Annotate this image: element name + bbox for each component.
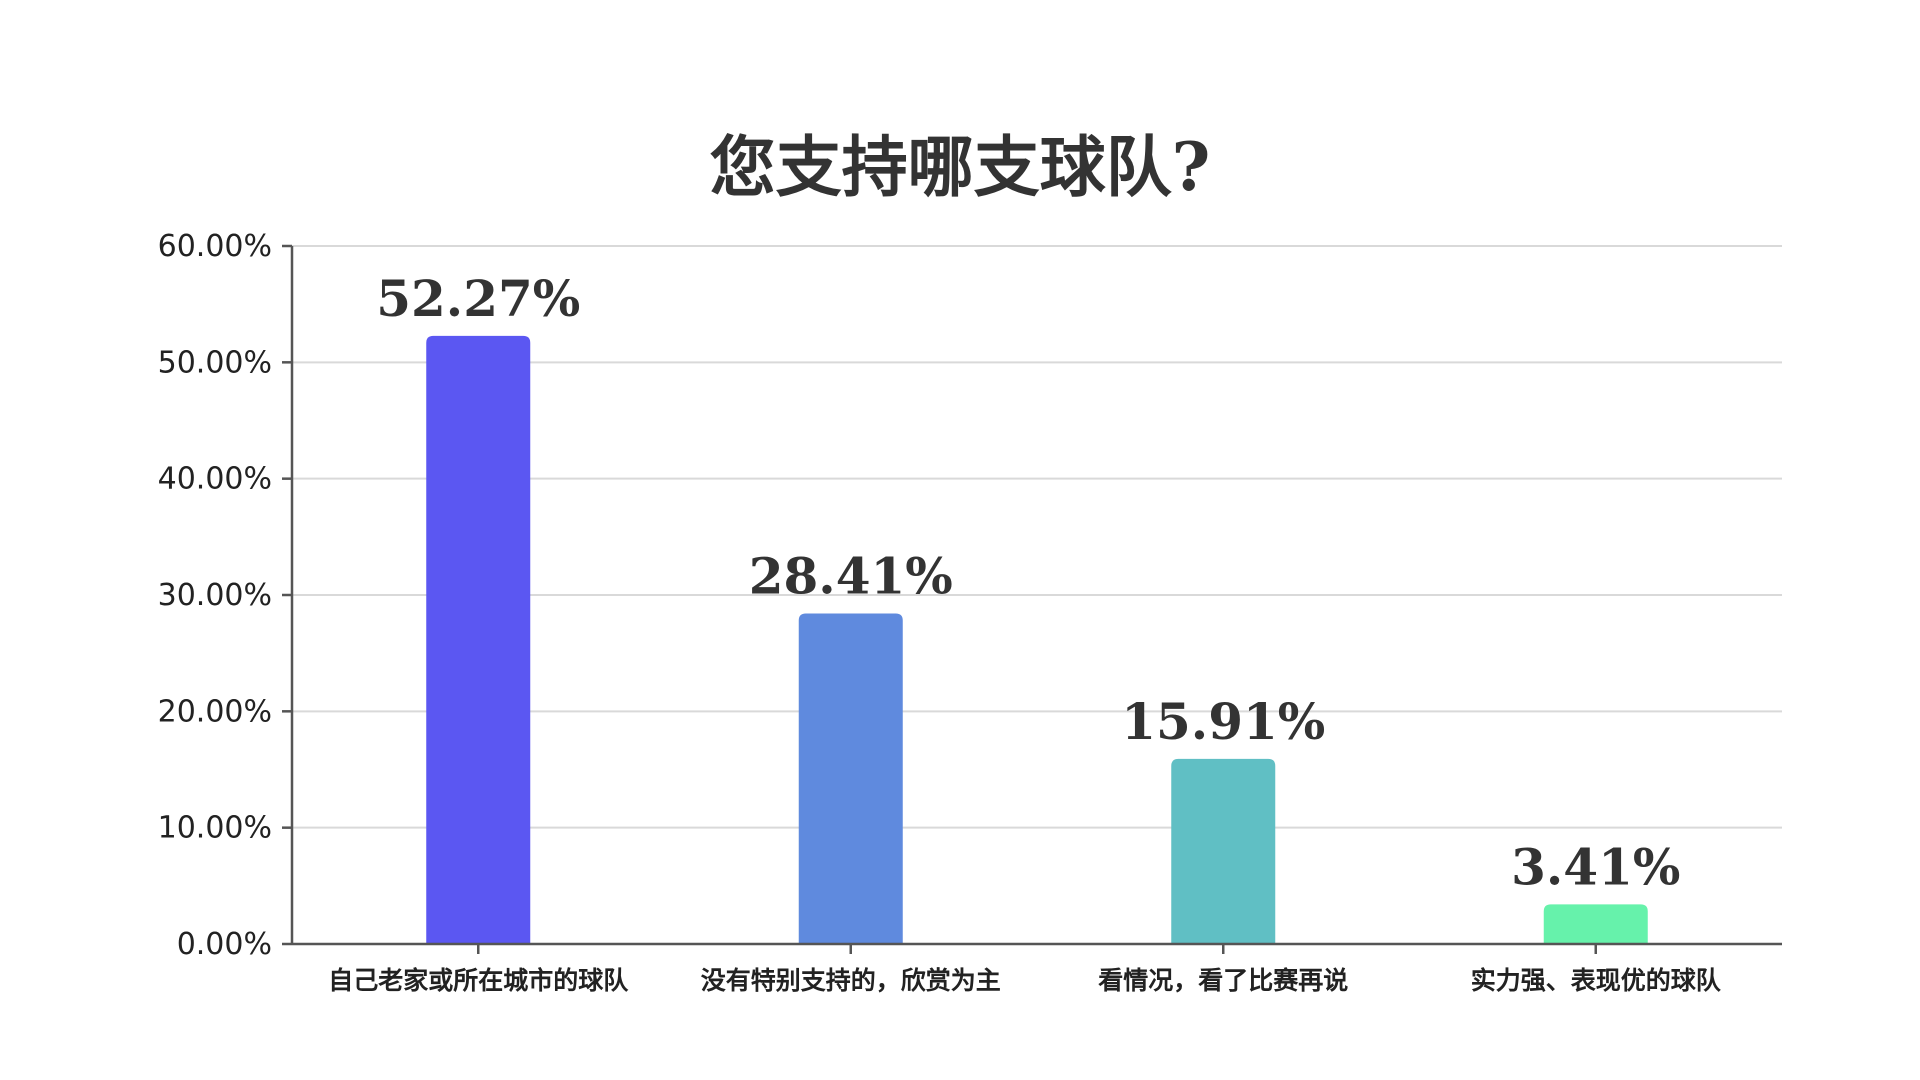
x-tick-label-1: 自己老家或所在城市的球队	[328, 966, 629, 995]
bar-1	[426, 335, 531, 944]
axes	[282, 244, 1782, 954]
y-tick-label: 30.00%	[158, 578, 272, 613]
chart-title: 您支持哪支球队?	[710, 128, 1211, 206]
x-tick-label-4: 实力强、表现优的球队	[1471, 966, 1722, 995]
x-tick-label-2: 没有特别支持的，欣赏为主	[701, 966, 1001, 995]
y-tick-label: 50.00%	[158, 345, 272, 380]
data-label-3: 15.91%	[1121, 692, 1325, 751]
labels: 0.00% 10.00% 20.00% 30.00% 40.00% 50.00% 60.00…	[158, 229, 1722, 995]
bar-3	[1171, 758, 1276, 944]
data-label-1: 52.27%	[376, 269, 580, 328]
gridlines	[292, 245, 1782, 829]
bar-4	[1543, 904, 1648, 944]
y-tick-label: 60.00%	[158, 229, 272, 264]
bars	[426, 335, 1648, 944]
data-label-2: 28.41%	[749, 546, 953, 605]
data-label-4: 3.41%	[1511, 837, 1680, 896]
y-tick-label: 20.00%	[158, 694, 272, 729]
y-tick-label: 0.00%	[177, 927, 272, 962]
bar-2	[798, 613, 903, 944]
y-tick-label: 40.00%	[158, 462, 272, 497]
x-tick-label-3: 看情况，看了比赛再说	[1098, 966, 1348, 995]
y-tick-label: 10.00%	[158, 811, 272, 846]
